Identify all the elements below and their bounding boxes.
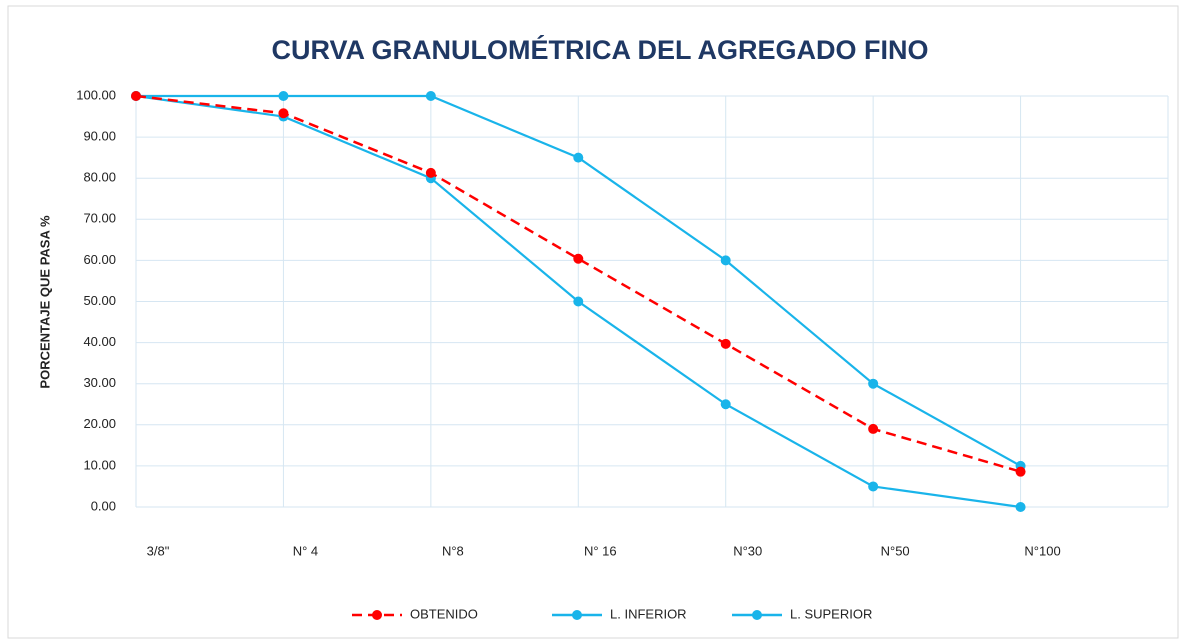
legend-marker [372, 610, 382, 620]
data-point [868, 481, 879, 492]
y-tick-label: 90.00 [83, 129, 116, 144]
data-point [278, 91, 289, 101]
y-tick-label: 0.00 [91, 498, 116, 513]
x-tick-label: N°50 [881, 543, 910, 558]
data-point [573, 152, 584, 163]
legend-marker [752, 610, 762, 620]
y-tick-label: 40.00 [83, 334, 116, 349]
x-tick-label: N°100 [1024, 543, 1060, 558]
y-axis-label: PORCENTAJE QUE PASA % [37, 215, 52, 389]
x-tick-label: N°30 [733, 543, 762, 558]
data-point [425, 167, 436, 178]
legend-label: L. SUPERIOR [790, 606, 872, 621]
data-point [720, 338, 731, 349]
data-point [720, 399, 731, 410]
y-tick-label: 100.00 [76, 87, 116, 102]
legend-label: L. INFERIOR [610, 606, 687, 621]
data-point [131, 91, 141, 101]
y-tick-label: 50.00 [83, 293, 116, 308]
x-tick-label: 3/8" [147, 543, 170, 558]
data-point [868, 423, 879, 434]
y-tick-label: 80.00 [83, 170, 116, 185]
data-point [573, 253, 584, 264]
legend-label: OBTENIDO [410, 606, 478, 621]
y-tick-label: 60.00 [83, 252, 116, 267]
y-tick-label: 30.00 [83, 375, 116, 390]
x-tick-label: N° 4 [293, 543, 318, 558]
data-point [868, 378, 879, 389]
y-tick-label: 20.00 [83, 416, 116, 431]
legend-marker [572, 610, 582, 620]
x-tick-label: N°8 [442, 543, 464, 558]
data-point [1015, 466, 1026, 477]
data-point [573, 296, 584, 307]
chart-title: CURVA GRANULOMÉTRICA DEL AGREGADO FINO [271, 34, 928, 65]
y-tick-label: 70.00 [83, 211, 116, 226]
y-tick-label: 10.00 [83, 457, 116, 472]
x-tick-label: N° 16 [584, 543, 617, 558]
data-point [1015, 502, 1026, 512]
data-point [720, 255, 731, 266]
data-point [425, 91, 436, 101]
data-point [278, 108, 289, 119]
chart-frame [7, 5, 1179, 639]
